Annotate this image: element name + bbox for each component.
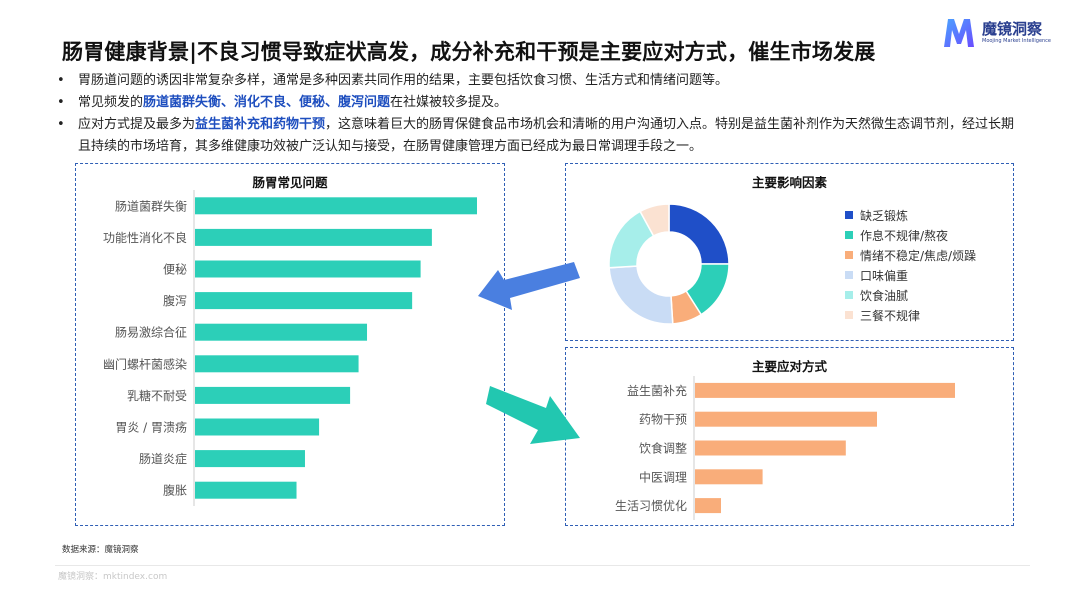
bar	[195, 228, 432, 246]
bullet-text: ，这意味着巨大的肠胃保健食品市场机会和清晰的用户沟通切入点。特别是益生菌补剂作为…	[78, 117, 1015, 154]
legend-label: 三餐不规律	[860, 308, 921, 323]
down-right-arrow-icon	[486, 386, 580, 444]
category-label: 肠道炎症	[139, 451, 187, 466]
footer-watermark: 魔镜洞察：mktindex.com	[58, 572, 168, 582]
donut-legend: 缺乏锻炼作息不规律/熬夜情绪不稳定/焦虑/烦躁 口味偏重饮食油腻三餐不规律	[845, 205, 976, 325]
bar	[195, 450, 305, 468]
bullet-item: 常见频发的肠道菌群失衡、消化不良、便秘、腹泻问题在社媒被较多提及。	[55, 92, 1015, 114]
chart-title: 主要影响因素	[751, 175, 827, 190]
highlight-text: 肠道菌群失衡、消化不良、便秘、腹泻问题	[143, 95, 391, 110]
bullet-list: 胃肠道问题的诱因非常复杂多样，通常是多种因素共同作用的结果，主要包括饮食习惯、生…	[55, 70, 1015, 158]
logo-subtitle: Moojing Market Intelligence	[982, 38, 1052, 44]
influencing-factors-panel: 主要影响因素	[565, 163, 1014, 341]
donut-slice	[668, 203, 730, 265]
legend-label: 情绪不稳定/焦虑/烦躁	[860, 248, 977, 263]
bar	[695, 411, 877, 427]
bullet-text: 常见频发的	[78, 95, 144, 110]
category-label: 功能性消化不良	[103, 230, 187, 245]
bullet-text: 胃肠道问题的诱因非常复杂多样，通常是多种因素共同作用的结果，主要包括饮食习惯、生…	[78, 73, 729, 88]
m-logo-icon	[944, 19, 974, 47]
category-label: 益生菌补充	[627, 383, 687, 398]
brand-logo: 魔镜洞察 Moojing Market Intelligence	[942, 16, 1052, 50]
bar	[195, 292, 413, 310]
common-problems-panel: 肠胃常见问题 肠道菌群失衡功能性消化不良便秘腹泻肠易激综合征幽门螺杆菌感染乳糖不…	[75, 163, 505, 526]
bullet-text: 应对方式提及最多为	[78, 117, 196, 132]
legend-swatch	[845, 251, 853, 259]
logo-name: 魔镜洞察	[982, 20, 1043, 38]
category-label: 肠道菌群失衡	[115, 198, 187, 213]
bar	[195, 260, 421, 278]
bar	[195, 481, 297, 499]
category-label: 腹胀	[163, 484, 187, 498]
category-label: 中医调理	[639, 469, 687, 484]
legend-swatch	[845, 311, 853, 319]
category-label: 胃炎 / 胃溃疡	[115, 420, 187, 435]
legend-item: 三餐不规律	[845, 305, 976, 325]
chart-title: 肠胃常见问题	[252, 175, 328, 190]
category-label: 生活习惯优化	[615, 498, 687, 513]
category-label: 乳糖不耐受	[127, 388, 187, 403]
bullet-item: 应对方式提及最多为益生菌补充和药物干预，这意味着巨大的肠胃保健食品市场机会和清晰…	[55, 114, 1015, 158]
category-label: 饮食调整	[639, 441, 687, 456]
legend-label: 口味偏重	[860, 268, 909, 283]
category-label: 幽门螺杆菌感染	[103, 356, 187, 371]
bullet-item: 胃肠道问题的诱因非常复杂多样，通常是多种因素共同作用的结果，主要包括饮食习惯、生…	[55, 70, 1015, 92]
bar	[695, 382, 955, 398]
footer-divider	[55, 565, 1030, 566]
left-arrow-icon	[478, 262, 580, 310]
chart-title: 主要应对方式	[751, 359, 827, 374]
bar	[195, 418, 320, 436]
bar	[695, 469, 763, 485]
donut-slice	[608, 265, 674, 325]
legend-swatch	[845, 231, 853, 239]
category-label: 肠易激综合征	[115, 325, 187, 340]
bar	[195, 197, 477, 215]
bullet-text: 在社媒被较多提及。	[390, 95, 508, 110]
bar	[195, 323, 368, 341]
bar	[195, 386, 351, 404]
bar	[695, 498, 721, 514]
highlight-text: 益生菌补充和药物干预	[195, 117, 326, 132]
legend-item: 缺乏锻炼	[845, 205, 976, 225]
coping-methods-panel: 主要应对方式 益生菌补充药物干预饮食调整中医调理生活习惯优化	[565, 347, 1014, 526]
category-label: 药物干预	[639, 413, 687, 427]
category-label: 腹泻	[163, 294, 187, 308]
legend-item: 口味偏重	[845, 265, 976, 285]
data-source: 数据来源：魔镜洞察	[62, 545, 139, 555]
legend-item: 饮食油腻	[845, 285, 976, 305]
legend-label: 饮食油腻	[860, 288, 909, 303]
legend-swatch	[845, 211, 853, 219]
bar	[195, 355, 359, 373]
legend-label: 作息不规律/熬夜	[860, 228, 949, 243]
donut-slice	[639, 203, 670, 237]
legend-item: 作息不规律/熬夜	[845, 225, 976, 245]
page-title: 肠胃健康背景|不良习惯导致症状高发，成分补充和干预是主要应对方式，催生市场发展	[62, 40, 876, 64]
influencing-factors-donut	[608, 203, 730, 325]
category-label: 便秘	[163, 263, 187, 277]
legend-swatch	[845, 291, 853, 299]
legend-label: 缺乏锻炼	[860, 208, 909, 223]
legend-item: 情绪不稳定/焦虑/烦躁	[845, 245, 976, 265]
legend-swatch	[845, 271, 853, 279]
bar	[695, 440, 846, 456]
